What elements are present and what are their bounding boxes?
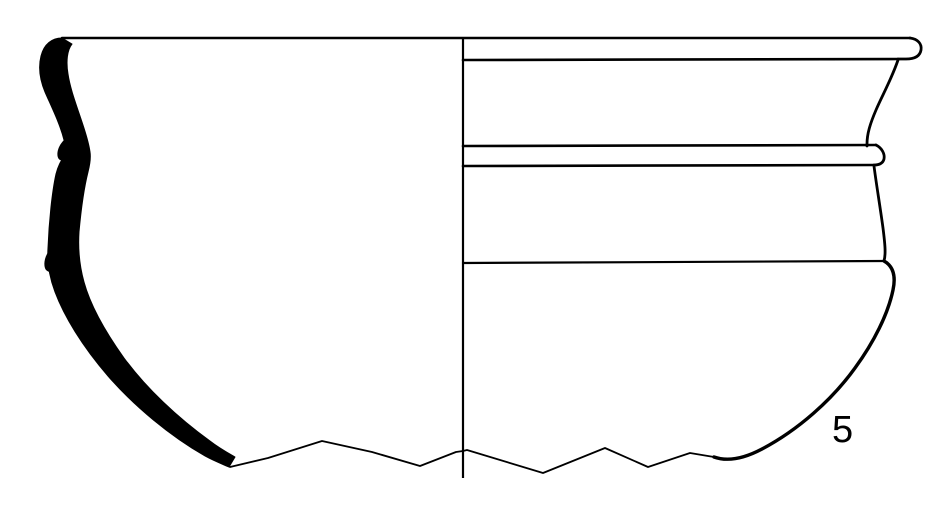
catalog-number-label: 5 bbox=[832, 409, 854, 451]
section-half-left bbox=[39, 37, 236, 468]
rim-outer-edge bbox=[896, 36, 923, 61]
shoulder-outer-profile bbox=[872, 164, 887, 263]
neck-outer-profile bbox=[865, 58, 900, 148]
wall-section-notch-upper bbox=[57, 140, 74, 161]
carination-line bbox=[461, 259, 886, 265]
upper-ridge-line bbox=[461, 143, 878, 148]
lower-ridge-line bbox=[461, 163, 876, 168]
break-line bbox=[229, 440, 715, 474]
rim-underside-line bbox=[461, 57, 900, 62]
neck-outer-profile-lower bbox=[872, 143, 886, 167]
body-outer-profile bbox=[712, 259, 896, 461]
elevation-half-right bbox=[461, 36, 923, 478]
wall-section-notch-lower bbox=[44, 250, 61, 273]
